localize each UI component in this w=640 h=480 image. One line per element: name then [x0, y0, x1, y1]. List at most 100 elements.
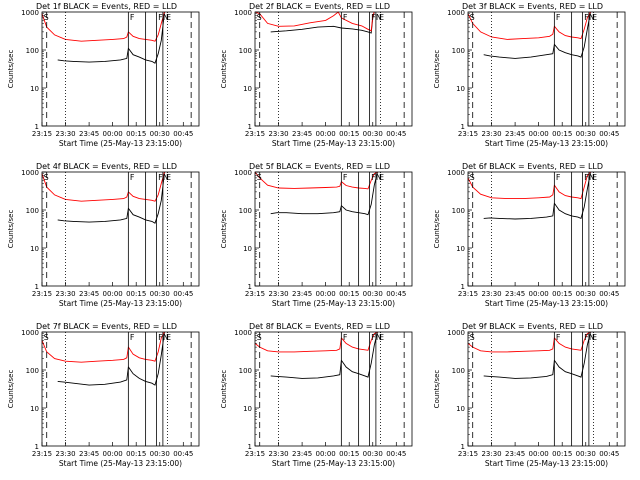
- event-marker-label: E: [379, 13, 384, 22]
- y-tick-label: 100: [26, 207, 39, 215]
- x-tick-label: 00:45: [173, 130, 193, 138]
- y-tick-label: 10: [30, 85, 39, 93]
- event-marker-label: F: [130, 333, 135, 342]
- event-marker-label: S: [257, 13, 262, 22]
- x-tick-label: 23:45: [292, 290, 312, 298]
- lld-series-line: [41, 331, 165, 363]
- y-axis-label: Counts/sec: [433, 50, 441, 89]
- y-tick-label: 1000: [21, 329, 39, 337]
- event-marker-label: E: [166, 333, 171, 342]
- x-tick-label: 00:30: [150, 290, 170, 298]
- y-axis-label: Counts/sec: [7, 370, 15, 409]
- event-marker-label: F: [371, 333, 376, 342]
- x-tick-label: 00:45: [386, 290, 406, 298]
- x-axis-label: Start Time (25-May-13 23:15:00): [272, 459, 395, 468]
- x-tick-label: 00:15: [552, 290, 572, 298]
- x-tick-label: 23:30: [481, 130, 501, 138]
- y-tick-label: 10: [456, 405, 465, 413]
- y-tick-label: 1: [461, 443, 465, 451]
- event-marker-label: E: [592, 173, 597, 182]
- y-tick-label: 1: [461, 283, 465, 291]
- panel-title: Det 1f BLACK = Events, RED = LLD: [36, 2, 177, 11]
- y-tick-label: 1000: [447, 169, 465, 177]
- x-tick-label: 00:15: [126, 130, 146, 138]
- y-tick-label: 1: [248, 283, 252, 291]
- event-marker-label: F: [371, 13, 376, 22]
- event-marker-label: F: [584, 13, 589, 22]
- event-marker-label: S: [44, 173, 49, 182]
- lld-series-line: [254, 331, 378, 353]
- x-tick-label: 00:15: [126, 450, 146, 458]
- event-marker-label: F: [343, 173, 348, 182]
- y-tick-label: 1: [35, 283, 39, 291]
- x-tick-label: 23:45: [79, 290, 99, 298]
- events-series-line: [57, 331, 165, 386]
- x-tick-label: 00:00: [103, 450, 123, 458]
- x-tick-label: 00:15: [339, 130, 359, 138]
- panel-title: Det 2f BLACK = Events, RED = LLD: [249, 2, 390, 11]
- event-marker-label: F: [158, 173, 163, 182]
- x-tick-label: 23:15: [245, 450, 265, 458]
- x-tick-label: 23:15: [32, 450, 52, 458]
- x-tick-label: 23:15: [458, 130, 478, 138]
- event-marker-label: S: [470, 173, 475, 182]
- plot-frame: [41, 11, 200, 127]
- x-axis-label: Start Time (25-May-13 23:15:00): [485, 299, 608, 308]
- lld-series-line: [467, 331, 591, 353]
- y-axis-label: Counts/sec: [220, 210, 228, 249]
- event-marker-label: N: [376, 333, 382, 342]
- event-marker-label: F: [158, 13, 163, 22]
- event-marker-label: N: [589, 173, 595, 182]
- panel-title: Det 9f BLACK = Events, RED = LLD: [462, 322, 603, 331]
- y-tick-label: 1000: [234, 329, 252, 337]
- y-tick-label: 100: [239, 367, 252, 375]
- x-tick-label: 23:30: [268, 130, 288, 138]
- event-marker-label: N: [589, 13, 595, 22]
- x-tick-label: 00:15: [126, 290, 146, 298]
- x-tick-label: 00:00: [316, 290, 336, 298]
- x-tick-label: 00:15: [339, 450, 359, 458]
- y-tick-label: 100: [239, 207, 252, 215]
- x-tick-label: 23:15: [245, 290, 265, 298]
- event-marker-label: S: [470, 13, 475, 22]
- x-tick-label: 00:15: [552, 130, 572, 138]
- x-tick-label: 00:45: [599, 290, 619, 298]
- x-tick-label: 00:30: [576, 290, 596, 298]
- y-axis-label: Counts/sec: [220, 370, 228, 409]
- y-tick-label: 1000: [447, 9, 465, 17]
- y-tick-label: 100: [452, 47, 465, 55]
- x-tick-label: 23:15: [458, 450, 478, 458]
- x-tick-label: 23:30: [481, 450, 501, 458]
- event-marker-label: N: [163, 333, 169, 342]
- panel-title: Det 3f BLACK = Events, RED = LLD: [462, 2, 603, 11]
- panel-title: Det 5f BLACK = Events, RED = LLD: [249, 162, 390, 171]
- events-series-line: [57, 171, 165, 224]
- y-axis-label: Counts/sec: [220, 50, 228, 89]
- x-tick-label: 23:45: [505, 290, 525, 298]
- y-tick-label: 10: [456, 85, 465, 93]
- event-marker-label: F: [130, 173, 135, 182]
- x-tick-label: 00:15: [552, 450, 572, 458]
- y-tick-label: 1000: [234, 169, 252, 177]
- y-tick-label: 1: [35, 443, 39, 451]
- x-axis-label: Start Time (25-May-13 23:15:00): [59, 139, 182, 148]
- x-tick-label: 00:30: [150, 130, 170, 138]
- x-tick-label: 00:30: [363, 450, 383, 458]
- lld-series-line: [41, 171, 165, 202]
- y-tick-label: 10: [243, 245, 252, 253]
- x-tick-label: 00:00: [529, 290, 549, 298]
- events-series-line: [270, 171, 378, 216]
- x-tick-label: 00:45: [599, 130, 619, 138]
- x-tick-label: 00:00: [316, 450, 336, 458]
- event-marker-label: F: [584, 333, 589, 342]
- plot-frame: [467, 331, 626, 447]
- x-tick-label: 00:00: [529, 450, 549, 458]
- x-tick-label: 23:30: [55, 450, 75, 458]
- y-tick-label: 10: [30, 405, 39, 413]
- x-tick-label: 23:30: [268, 290, 288, 298]
- x-tick-label: 00:15: [339, 290, 359, 298]
